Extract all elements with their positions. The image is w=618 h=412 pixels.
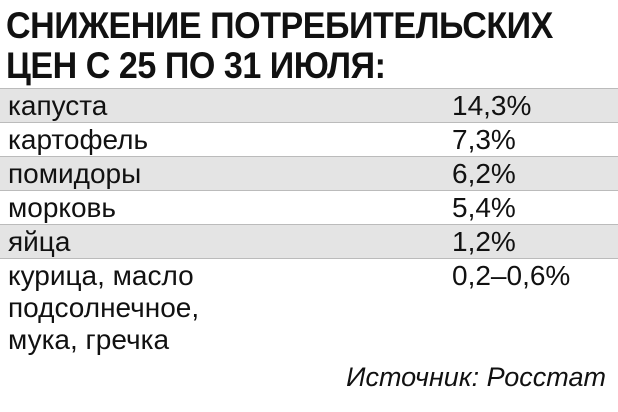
row-label: яйца: [8, 226, 71, 257]
row-label: морковь: [8, 192, 116, 223]
row-value: 14,3%: [452, 90, 532, 121]
title: СНИЖЕНИЕ ПОТРЕБИТЕЛЬСКИХ ЦЕН С 25 ПО 31 …: [6, 6, 595, 86]
row-label: помидоры: [8, 158, 142, 189]
table-row: помидоры 6,2%: [0, 156, 618, 190]
table-row: курица, масло подсолнечное, мука, гречка…: [0, 258, 618, 356]
row-label: курица, масло подсолнечное, мука, гречка: [8, 260, 200, 355]
row-value: 7,3%: [452, 124, 516, 155]
row-label: капуста: [8, 90, 108, 121]
row-value: 6,2%: [452, 158, 516, 189]
table-row: картофель 7,3%: [0, 122, 618, 156]
row-value: 5,4%: [452, 192, 516, 223]
row-value: 0,2–0,6%: [452, 260, 571, 291]
table-row: капуста 14,3%: [0, 88, 618, 122]
table-row: яйца 1,2%: [0, 224, 618, 258]
table-row: морковь 5,4%: [0, 190, 618, 224]
table: капуста 14,3% картофель 7,3% помидоры 6,2% мор…: [0, 88, 618, 356]
title-line: ЦЕН С 25 ПО 31 ИЮЛЯ:: [6, 45, 386, 86]
title-line: СНИЖЕНИЕ ПОТРЕБИТЕЛЬСКИХ: [6, 5, 553, 46]
row-label: картофель: [8, 124, 149, 155]
source: Источник: Росстат: [346, 362, 606, 392]
row-value: 1,2%: [452, 226, 516, 257]
